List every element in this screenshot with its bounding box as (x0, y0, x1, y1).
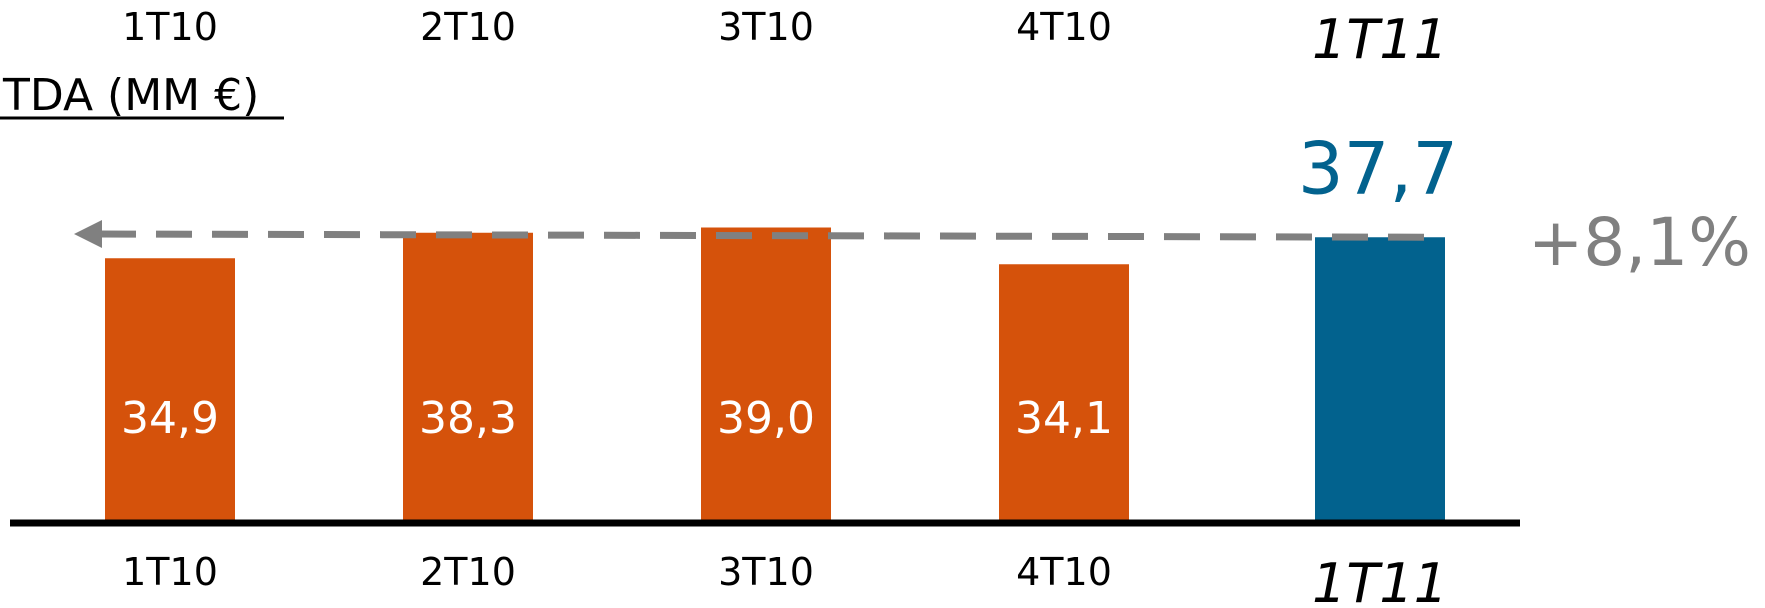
bottom-category-label-4t10: 4T10 (1016, 550, 1112, 594)
bottom-category-label-3t10: 3T10 (718, 550, 814, 594)
bar-value-label-3t10: 39,0 (717, 393, 815, 444)
top-category-label-4t10: 4T10 (1016, 5, 1112, 49)
chart-title: ITDA (MM €) (0, 70, 259, 121)
top-category-label-1t10: 1T10 (122, 5, 218, 49)
bar-2t10 (403, 232, 533, 520)
bar-value-label-1t10: 34,9 (121, 393, 219, 444)
bar-value-label-4t10: 34,1 (1015, 393, 1113, 444)
bar-4t10 (999, 264, 1129, 520)
bar-value-label-1t11: 37,7 (1298, 126, 1458, 210)
bar-value-label-2t10: 38,3 (419, 393, 517, 444)
bar-1t10 (105, 258, 235, 520)
bar-3t10 (701, 227, 831, 520)
change-annotation: +8,1% (1528, 204, 1751, 281)
top-category-label-3t10: 3T10 (718, 5, 814, 49)
bottom-category-label-2t10: 2T10 (420, 550, 516, 594)
top-category-label-1t11: 1T11 (1312, 8, 1448, 71)
bottom-category-label-1t10: 1T10 (122, 550, 218, 594)
bar-1t11 (1315, 237, 1445, 520)
bottom-category-label-1t11: 1T11 (1312, 552, 1448, 608)
top-category-label-2t10: 2T10 (420, 5, 516, 49)
arrow-head-icon (74, 220, 102, 248)
